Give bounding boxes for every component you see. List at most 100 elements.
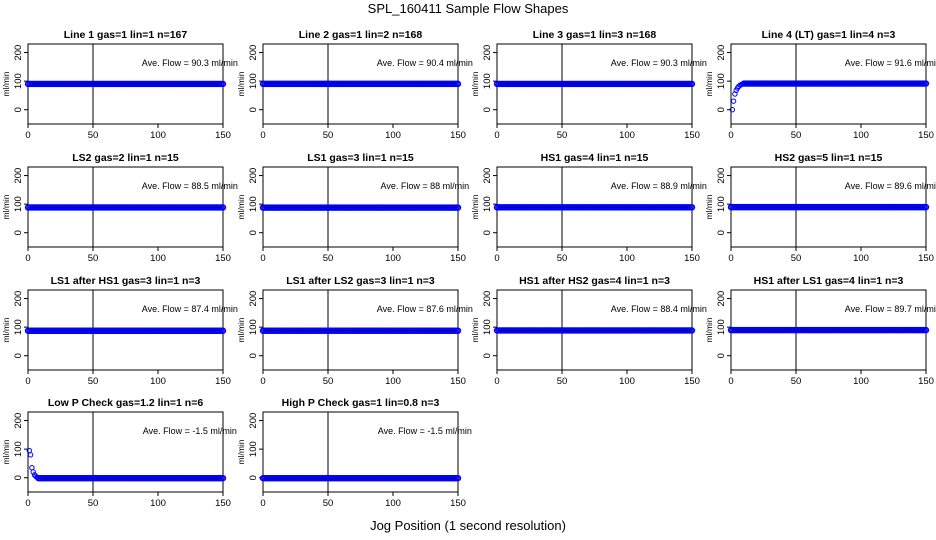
y-tick-label: 100 [248,319,259,335]
x-tick-label: 100 [853,130,869,141]
x-tick-label: 100 [150,253,166,264]
y-tick-label: 100 [716,196,727,212]
x-tick-label: 0 [25,253,30,264]
y-tick-label: 100 [716,319,727,335]
y-tick-label: 100 [482,73,493,89]
y-tick-label: 200 [13,168,24,184]
y-tick-label: 0 [13,475,24,480]
x-tick-label: 0 [728,130,733,141]
figure-title: SPL_160411 Sample Flow Shapes [367,1,569,16]
panel-3: Line 3 gas=1 lin=3 n=168 0 50 100 150 0 100 200… [470,29,707,141]
y-tick-label: 200 [716,45,727,61]
y-axis-label: ml/min [704,194,714,219]
y-axis-label: ml/min [236,194,246,219]
y-tick-label: 100 [13,196,24,212]
x-tick-label: 0 [494,253,499,264]
y-axis-label: ml/min [470,317,480,342]
panel-5: LS2 gas=2 lin=1 n=15 0 50 100 150 0 100 200ml/m… [1,152,238,264]
y-axis-label: ml/min [1,194,11,219]
y-tick-label: 200 [716,168,727,184]
panel-11: HS1 after HS2 gas=4 lin=1 n=3 0 50 100 150 0 1… [470,275,707,387]
y-tick-label: 0 [13,353,24,358]
x-tick-label: 150 [450,130,466,141]
panel-title: Line 4 (LT) gas=1 lin=4 n=3 [762,29,896,41]
y-tick-label: 0 [248,353,259,358]
panel-10: LS1 after LS2 gas=3 lin=1 n=3 0 50 100 150 0 1… [236,275,473,387]
x-tick-label: 100 [853,253,869,264]
x-tick-label: 150 [215,253,231,264]
x-tick-label: 0 [260,498,265,509]
y-tick-label: 100 [482,319,493,335]
y-tick-label: 100 [13,73,24,89]
y-tick-label: 0 [13,107,24,112]
x-tick-label: 100 [853,376,869,387]
y-tick-label: 100 [248,441,259,457]
x-tick-label: 150 [450,376,466,387]
average-flow-annotation: Ave. Flow = 88.5 ml/min [142,181,238,191]
x-tick-label: 50 [88,376,99,387]
y-tick-label: 0 [482,230,493,235]
panel-title: Line 2 gas=1 lin=2 n=168 [299,29,423,41]
y-axis-label: ml/min [1,317,11,342]
y-axis-label: ml/min [236,71,246,96]
x-tick-label: 0 [728,253,733,264]
y-tick-label: 0 [716,107,727,112]
panel-9: LS1 after HS1 gas=3 lin=1 n=3 0 50 100 150 0 1… [1,275,238,387]
y-axis-label: ml/min [470,194,480,219]
average-flow-annotation: Ave. Flow = 91.6 ml/min [845,58,936,68]
average-flow-annotation: Ave. Flow = 90.3 ml/min [142,58,238,68]
y-tick-label: 100 [482,196,493,212]
y-tick-label: 200 [248,413,259,429]
y-tick-label: 100 [248,73,259,89]
y-tick-label: 200 [13,413,24,429]
x-tick-label: 50 [88,498,99,509]
panel-title: LS2 gas=2 lin=1 n=15 [72,152,179,164]
data-point [729,107,735,113]
x-tick-label: 100 [385,130,401,141]
average-flow-annotation: Ave. Flow = 88 ml/min [381,181,470,191]
panel-title: LS1 after LS2 gas=3 lin=1 n=3 [286,275,435,287]
x-tick-label: 0 [260,253,265,264]
x-tick-label: 100 [385,253,401,264]
y-tick-label: 200 [248,45,259,61]
y-tick-label: 200 [482,291,493,307]
average-flow-annotation: Ave. Flow = 89.6 ml/min [845,181,936,191]
x-tick-label: 50 [791,130,802,141]
data-point [27,452,34,458]
x-tick-label: 0 [494,376,499,387]
average-flow-annotation: Ave. Flow = 88.9 ml/min [611,181,707,191]
plot-frame [262,411,459,493]
x-tick-label: 0 [25,376,30,387]
y-axis-label: ml/min [236,439,246,464]
average-flow-annotation: Ave. Flow = 90.3 ml/min [611,58,707,68]
panel-4: Line 4 (LT) gas=1 lin=4 n=3 0 50 100 150 0 100… [704,29,936,141]
panel-title: Line 1 gas=1 lin=1 n=167 [64,29,188,41]
y-tick-label: 200 [13,291,24,307]
x-tick-label: 100 [150,376,166,387]
y-tick-label: 0 [248,475,259,480]
y-tick-label: 0 [248,107,259,112]
x-tick-label: 150 [215,498,231,509]
y-tick-label: 100 [248,196,259,212]
x-tick-label: 0 [260,376,265,387]
x-tick-label: 50 [557,376,568,387]
y-axis-label: ml/min [470,71,480,96]
y-tick-label: 0 [248,230,259,235]
x-tick-label: 100 [619,130,635,141]
x-tick-label: 100 [150,498,166,509]
x-tick-label: 50 [88,130,99,141]
panel-7: HS1 gas=4 lin=1 n=15 0 50 100 150 0 100 200ml/m… [470,152,707,264]
data-point [730,98,737,104]
x-tick-label: 50 [791,376,802,387]
y-tick-label: 100 [716,73,727,89]
y-axis-label: ml/min [1,439,11,464]
y-tick-label: 0 [482,107,493,112]
panel-title: Low P Check gas=1.2 lin=1 n=6 [48,397,203,409]
data-point [30,469,36,475]
panel-title: LS1 gas=3 lin=1 n=15 [307,152,414,164]
x-tick-label: 150 [684,130,700,141]
x-tick-label: 50 [557,130,568,141]
panel-title: High P Check gas=1 lin=0.8 n=3 [282,397,440,409]
panel-8: HS2 gas=5 lin=1 n=15 0 50 100 150 0 100 200ml/m… [704,152,936,264]
